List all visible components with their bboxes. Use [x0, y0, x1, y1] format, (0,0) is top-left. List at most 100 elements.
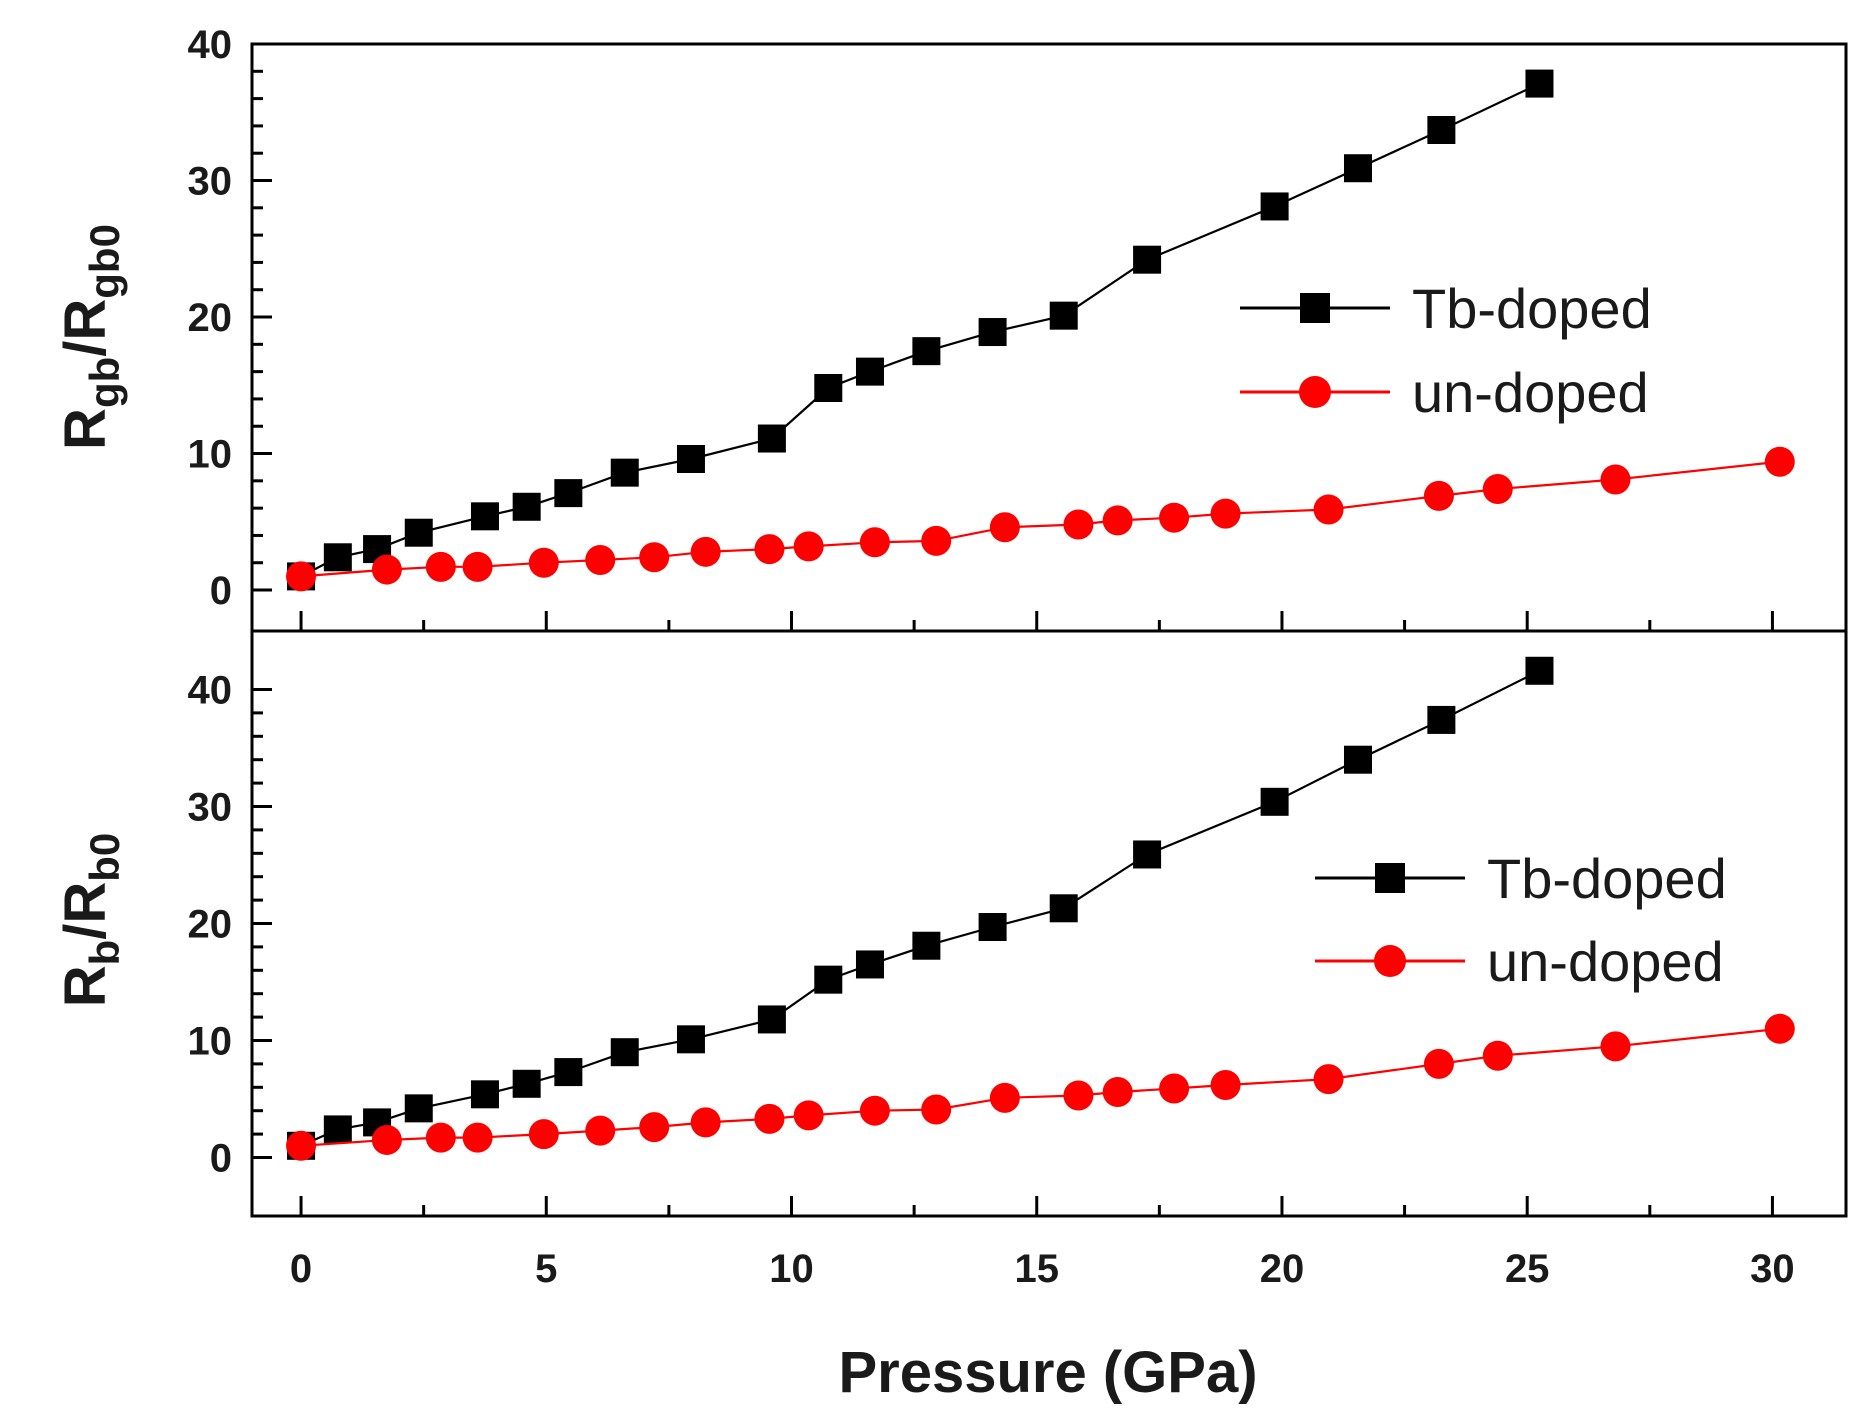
x-tick-label: 25	[1505, 1247, 1550, 1291]
top-legend-marker-un-doped	[1299, 376, 1331, 408]
bottom-point-un-doped	[528, 1119, 559, 1150]
bottom-y-axis-title: Rb/Rb0	[53, 833, 128, 1008]
bottom-point-tb-doped	[470, 1080, 499, 1109]
bottom-point-un-doped	[1102, 1076, 1133, 1107]
top-ylabel-main: R	[53, 408, 118, 450]
top-point-un-doped	[286, 561, 317, 592]
x-tick-label: 0	[290, 1247, 312, 1291]
top-point-un-doped	[859, 527, 890, 558]
bottom-ylabel-sub2: b0	[81, 833, 128, 882]
top-y-tick-label: 20	[188, 296, 233, 340]
top-legend: Tb-doped un-doped	[1240, 277, 1652, 424]
x-tick-label: 15	[1014, 1247, 1059, 1291]
axis-ticks: 0 5 10 15 20 25 30 0 10 20 30 40 0 10 20 30 40	[188, 23, 1795, 1291]
top-legend-marker-tb-doped	[1300, 293, 1330, 323]
bottom-legend-label-un-doped: un-doped	[1487, 930, 1724, 993]
top-y-tick-label: 40	[188, 23, 233, 67]
bottom-point-un-doped	[462, 1122, 493, 1153]
plot-series	[286, 69, 1795, 1161]
top-point-un-doped	[1764, 446, 1795, 477]
bottom-point-un-doped	[921, 1094, 952, 1125]
top-point-un-doped	[585, 545, 616, 576]
top-point-tb-doped	[1133, 245, 1162, 274]
x-tick-label: 20	[1260, 1247, 1305, 1291]
top-point-tb-doped	[323, 543, 352, 572]
top-point-un-doped	[425, 551, 456, 582]
top-point-tb-doped	[855, 357, 884, 386]
bottom-legend-marker-un-doped	[1374, 945, 1406, 977]
bottom-ylabel-mid: /R	[53, 882, 118, 940]
bottom-line-un-doped	[300, 1027, 1780, 1147]
bottom-point-tb-doped	[1049, 894, 1078, 923]
bottom-ylabel-sub1: b	[81, 940, 128, 966]
top-point-tb-doped	[978, 318, 1007, 347]
top-y-tick-label: 10	[188, 433, 233, 477]
top-point-un-doped	[639, 542, 670, 573]
bottom-point-un-doped	[1063, 1080, 1094, 1111]
bottom-point-tb-doped	[554, 1058, 583, 1087]
bottom-point-un-doped	[1764, 1013, 1795, 1044]
bottom-point-un-doped	[1423, 1048, 1454, 1079]
top-point-tb-doped	[512, 492, 541, 521]
top-ylabel-sub1: gb	[81, 357, 128, 408]
top-point-tb-doped	[757, 424, 786, 453]
top-point-un-doped	[921, 525, 952, 556]
x-tick-label: 30	[1750, 1247, 1795, 1291]
top-y-axis-title: Rgb/Rgb0	[53, 224, 128, 450]
bottom-y-tick-label: 30	[188, 786, 233, 830]
top-point-un-doped	[754, 534, 785, 565]
bottom-point-tb-doped	[1133, 840, 1162, 869]
top-y-tick-label: 30	[188, 160, 233, 204]
bottom-point-un-doped	[989, 1082, 1020, 1113]
top-ylabel-sub2: gb0	[81, 224, 128, 299]
bottom-point-un-doped	[585, 1115, 616, 1146]
bottom-point-tb-doped	[1525, 656, 1554, 685]
bottom-point-un-doped	[793, 1100, 824, 1131]
top-point-un-doped	[1482, 474, 1513, 505]
top-point-tb-doped	[676, 444, 705, 473]
bottom-point-un-doped	[371, 1124, 402, 1155]
top-y-tick-label: 0	[210, 569, 232, 613]
bottom-y-tick-label: 0	[210, 1137, 232, 1181]
x-axis-title: Pressure (GPa)	[838, 1340, 1257, 1405]
bottom-point-tb-doped	[323, 1115, 352, 1144]
bottom-point-tb-doped	[1427, 705, 1456, 734]
bottom-point-un-doped	[690, 1107, 721, 1138]
x-tick-label: 5	[535, 1247, 557, 1291]
top-point-tb-doped	[610, 458, 639, 487]
bottom-point-tb-doped	[610, 1038, 639, 1067]
bottom-point-tb-doped	[404, 1094, 433, 1123]
bottom-point-tb-doped	[512, 1069, 541, 1098]
top-point-un-doped	[690, 536, 721, 567]
bottom-point-tb-doped	[978, 913, 1007, 942]
bottom-point-tb-doped	[1343, 745, 1372, 774]
bottom-point-tb-doped	[912, 931, 941, 960]
top-point-un-doped	[793, 531, 824, 562]
top-point-tb-doped	[1427, 116, 1456, 145]
top-ylabel-mid: /R	[53, 299, 118, 357]
bottom-point-tb-doped	[855, 950, 884, 979]
top-point-un-doped	[989, 512, 1020, 543]
bottom-y-tick-label: 10	[188, 1020, 233, 1064]
bottom-panel-frame	[250, 629, 1848, 1218]
bottom-point-tb-doped	[1260, 787, 1289, 816]
bottom-legend: Tb-doped un-doped	[1315, 847, 1727, 993]
top-point-tb-doped	[814, 374, 843, 403]
top-point-un-doped	[528, 547, 559, 578]
x-tick-label: 10	[769, 1247, 814, 1291]
top-point-un-doped	[1423, 480, 1454, 511]
top-point-tb-doped	[554, 479, 583, 508]
top-point-tb-doped	[912, 337, 941, 366]
bottom-point-un-doped	[639, 1112, 670, 1143]
bottom-legend-marker-tb-doped	[1375, 863, 1405, 893]
bottom-point-un-doped	[1159, 1073, 1190, 1104]
bottom-point-un-doped	[1482, 1040, 1513, 1071]
top-point-tb-doped	[1343, 154, 1372, 183]
bottom-y-tick-label: 40	[188, 669, 233, 713]
top-legend-label-un-doped: un-doped	[1412, 361, 1649, 424]
bottom-point-un-doped	[1600, 1031, 1631, 1062]
top-point-un-doped	[1210, 498, 1241, 529]
top-point-tb-doped	[1525, 69, 1554, 98]
bottom-point-un-doped	[1210, 1069, 1241, 1100]
